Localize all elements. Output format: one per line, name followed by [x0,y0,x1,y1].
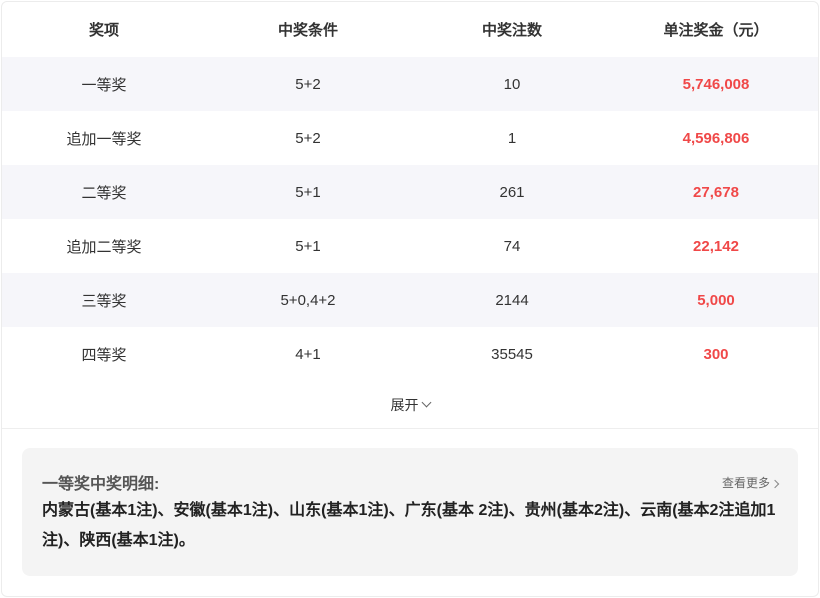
view-more-link[interactable]: 查看更多 [721,474,780,491]
level-cell: 一等奖 [81,76,127,94]
detail-text: 内蒙古(基本1注)、安徽(基本1注)、山东(基本1注)、广东(基本 2注)、贵州… [42,502,776,549]
count-cell: 261 [499,183,525,201]
table-row: 追加二等奖 5+1 74 22,142 [2,219,818,273]
chevron-right-icon [770,479,780,488]
header-count: 中奖注数 [481,22,542,39]
level-cell: 三等奖 [81,292,127,310]
count-cell: 10 [503,75,521,93]
table-row: 四等奖 4+1 35545 300 [2,327,818,381]
prize-cell: 5,746,008 [682,75,750,93]
header-condition: 中奖条件 [277,22,338,39]
table-row: 三等奖 5+0,4+2 2144 5,000 [2,273,818,327]
view-more-label: 查看更多 [721,475,770,490]
header-prize: 单注奖金（元） [663,22,769,39]
expand-button[interactable]: 展开 [2,381,818,429]
level-cell: 二等奖 [81,184,127,202]
header-level: 奖项 [88,22,119,39]
count-cell: 35545 [491,345,533,363]
level-cell: 追加一等奖 [66,130,142,148]
detail-title: 一等奖中奖明细: [42,476,160,493]
condition-cell: 5+1 [295,237,321,255]
prize-cell: 4,596,806 [682,129,750,147]
expand-label: 展开 [390,396,419,413]
prize-cell: 22,142 [693,237,739,255]
table-row: 二等奖 5+1 261 27,678 [2,165,818,219]
prize-cell: 27,678 [693,183,739,201]
prize-cell: 300 [703,345,729,363]
condition-cell: 5+0,4+2 [280,291,336,309]
prize-cell: 5,000 [697,291,735,309]
condition-cell: 5+2 [295,75,321,93]
table-row: 一等奖 5+2 10 5,746,008 [2,57,818,111]
condition-cell: 5+2 [295,129,321,147]
table-row: 追加一等奖 5+2 1 4,596,806 [2,111,818,165]
condition-cell: 4+1 [295,345,321,363]
level-cell: 追加二等奖 [66,238,142,256]
table-header: 奖项 中奖条件 中奖注数 单注奖金（元） [2,2,818,57]
count-cell: 2144 [495,291,529,309]
level-cell: 四等奖 [81,346,127,364]
count-cell: 74 [503,237,521,255]
first-prize-detail: 一等奖中奖明细: 查看更多 内蒙古(基本1注)、安徽(基本1注)、山东(基本1注… [22,448,798,576]
count-cell: 1 [507,129,517,147]
chevron-down-icon [421,397,431,407]
condition-cell: 5+1 [295,183,321,201]
